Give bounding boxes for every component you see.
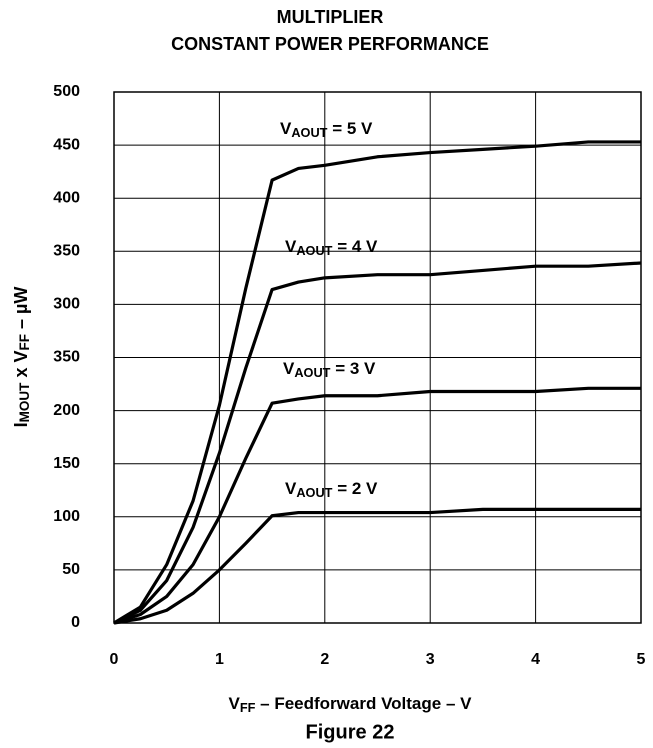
x-axis-label: VFF – Feedforward Voltage – V: [229, 694, 473, 714]
chart-title: MULTIPLIER: [277, 7, 384, 27]
y-tick-label: 100: [53, 508, 80, 525]
figure-caption: Figure 22: [306, 721, 395, 743]
series-annotation-part: AOUT: [296, 243, 332, 258]
series-line: [113, 386, 641, 625]
x-axis-label-part: – Feedforward Voltage – V: [255, 694, 472, 713]
x-axis-label-part: V: [229, 694, 241, 713]
y-tick-label: 400: [53, 189, 80, 206]
chart-title: CONSTANT POWER PERFORMANCE: [171, 34, 489, 54]
y-tick-label: 450: [53, 136, 80, 153]
y-axis-label-part: I: [11, 422, 31, 427]
y-axis-label: IMOUT x VFF – µW: [11, 287, 32, 428]
x-tick-label: 2: [320, 651, 329, 668]
x-axis-label-part: FF: [240, 700, 256, 715]
y-axis-label-part: MOUT: [17, 382, 32, 422]
series-annotation: VAOUT = 5 V: [280, 119, 373, 139]
x-tick-label: 1: [215, 651, 224, 668]
series-annotation-part: AOUT: [296, 485, 332, 500]
series-annotation-part: = 5 V: [327, 119, 373, 138]
y-axis-label-part: – µW: [11, 287, 31, 334]
x-tick-label: 5: [637, 651, 646, 668]
y-tick-label: 350: [53, 243, 80, 260]
series-annotation: VAOUT = 3 V: [283, 359, 376, 379]
series-annotation-part: V: [283, 359, 295, 378]
y-tick-label: 50: [62, 561, 80, 578]
y-tick-label: 200: [53, 402, 80, 419]
plot-frame: [113, 91, 642, 624]
x-tick-label: 3: [426, 651, 435, 668]
y-tick-label: 300: [53, 296, 80, 313]
series-line: [113, 507, 641, 625]
y-tick-label: 350: [53, 349, 80, 366]
x-tick-label: 0: [110, 651, 119, 668]
series-line: [113, 261, 642, 625]
series-annotation: VAOUT = 2 V: [285, 479, 378, 499]
series-line: [113, 140, 641, 625]
series-annotation-part: AOUT: [294, 365, 330, 380]
series-annotation-part: AOUT: [291, 125, 327, 140]
series-annotation-part: V: [285, 237, 297, 256]
x-tick-label: 4: [531, 651, 540, 668]
series-annotation-part: = 2 V: [332, 479, 378, 498]
y-axis-label-part: x V: [11, 351, 31, 383]
y-tick-label: 500: [53, 83, 80, 100]
series-annotation-part: V: [280, 119, 292, 138]
series-annotation-part: = 3 V: [330, 359, 376, 378]
series-annotation-part: = 4 V: [332, 237, 378, 256]
y-axis-label-part: FF: [17, 334, 32, 351]
y-tick-label: 150: [53, 455, 80, 472]
series-annotation-part: V: [285, 479, 297, 498]
y-tick-label: 0: [71, 614, 80, 631]
series-annotation: VAOUT = 4 V: [285, 237, 378, 257]
